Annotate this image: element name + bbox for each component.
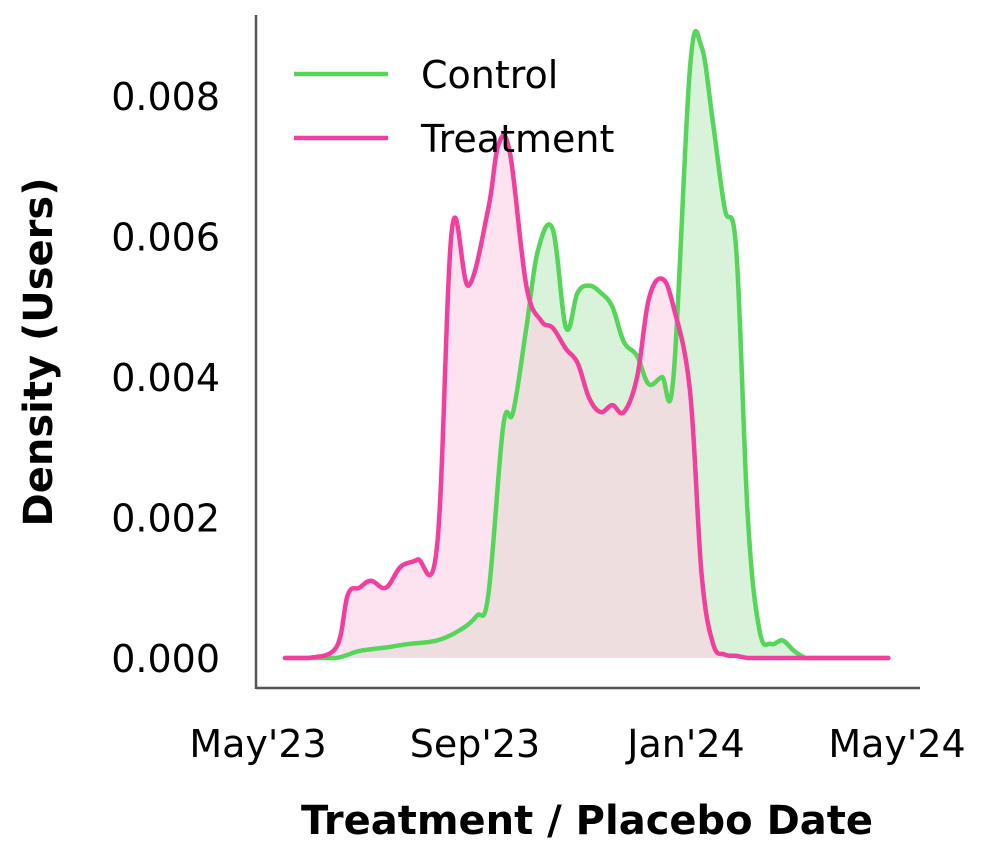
x-tick-label: May'23 [189, 722, 326, 766]
legend-label-control: Control [421, 53, 558, 97]
y-tick-label: 0.000 [111, 637, 220, 681]
y-axis-title: Density (Users) [16, 178, 62, 527]
y-tick-label: 0.004 [111, 356, 220, 400]
x-tick-label: Jan'24 [625, 722, 744, 766]
x-tick-labels: May'23 Sep'23 Jan'24 May'24 [189, 722, 965, 766]
legend-label-treatment: Treatment [420, 117, 614, 161]
x-axis-title: Treatment / Placebo Date [301, 798, 873, 844]
x-tick-label: Sep'23 [410, 722, 540, 766]
y-tick-label: 0.002 [111, 497, 220, 541]
control-line [282, 29, 891, 661]
control-area [285, 31, 889, 658]
y-tick-labels: 0.000 0.002 0.004 0.006 0.008 [111, 75, 220, 681]
x-tick-label: May'24 [828, 722, 965, 766]
y-tick-label: 0.008 [111, 75, 220, 119]
y-tick-label: 0.006 [111, 216, 220, 260]
series-lines [282, 29, 891, 661]
legend: Control Treatment [294, 53, 614, 161]
treatment-line [282, 133, 891, 661]
